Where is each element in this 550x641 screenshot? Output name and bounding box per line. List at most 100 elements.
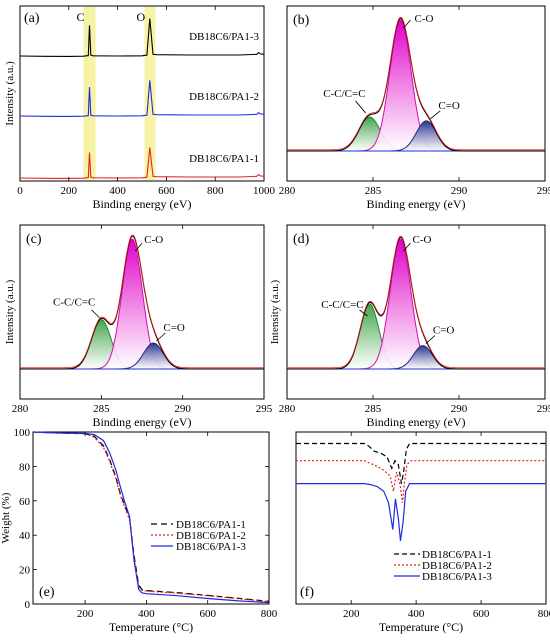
x-tick-label: 400 xyxy=(109,185,126,197)
series-line xyxy=(19,18,265,57)
y-tick-label: 80 xyxy=(19,461,31,473)
x-tick-label: 600 xyxy=(199,608,216,620)
legend-label: DB18C6/PA1-1 xyxy=(422,549,492,561)
panel-b-frame xyxy=(286,5,546,182)
y-axis-label: Intensity (a.u.) xyxy=(4,279,16,344)
leader-line xyxy=(355,100,366,114)
x-tick-label: 1000 xyxy=(253,185,276,197)
series-line xyxy=(19,147,265,179)
panel-label: (d) xyxy=(293,232,310,247)
panel-d: C-C/C=C C-O C=O (d) 280 285 290 295 Binding ener… xyxy=(269,224,550,429)
panel-e: 0 20 40 60 80 100 DB18C6/PA1-1DB18C6/PA1-2DB18… xyxy=(0,427,278,634)
peak-label: C=O xyxy=(438,100,460,112)
legend-label: DB18C6/PA1-2 xyxy=(176,530,246,542)
panel-label: (a) xyxy=(24,11,40,26)
peak-label: C-C/C=C xyxy=(321,299,363,311)
y-axis-label: Intensity (a.u.) xyxy=(269,279,281,344)
series-line xyxy=(32,431,270,602)
peak-label: C-C/C=C xyxy=(53,297,95,309)
y-tick-label: 60 xyxy=(19,496,31,508)
x-tick-label: 200 xyxy=(77,608,94,620)
x-tick-label: 600 xyxy=(158,185,175,197)
x-axis-label: Binding energy (eV) xyxy=(366,415,465,429)
series-label: DB18C6/PA1-2 xyxy=(189,91,259,103)
x-tick-label: 0 xyxy=(17,185,23,197)
panel-f-frame xyxy=(295,431,547,605)
raw-data-line xyxy=(287,235,545,369)
panel-label: (b) xyxy=(293,13,310,28)
y-tick-label: 20 xyxy=(19,565,31,577)
peak-label: C=O xyxy=(163,322,185,334)
panel-label: (c) xyxy=(26,232,42,247)
legend-label: DB18C6/PA1-3 xyxy=(422,571,492,583)
peak-fill xyxy=(287,345,545,369)
leader-line xyxy=(403,242,411,252)
x-tick-label: 295 xyxy=(537,185,550,197)
x-axis-label: Binding energy (eV) xyxy=(366,197,465,211)
y-axis-label: Weight (%) xyxy=(0,492,12,543)
x-axis-label: Temperature (°C) xyxy=(379,620,463,634)
leader-line xyxy=(403,19,411,29)
peak-annotation: O xyxy=(136,10,145,24)
x-tick-label: 290 xyxy=(451,185,468,197)
y-axis-label: Intensity (a.u.) xyxy=(4,61,16,126)
series-line xyxy=(32,431,270,603)
series-line xyxy=(19,80,265,117)
series-line xyxy=(32,431,270,604)
peak-label: C-O xyxy=(413,234,432,246)
leader-line xyxy=(91,309,100,318)
x-axis-label: Binding energy (eV) xyxy=(92,415,191,429)
x-tick-label: 295 xyxy=(537,403,550,415)
series-line xyxy=(296,442,546,484)
peak-fill xyxy=(20,239,264,369)
leader-line xyxy=(359,309,368,317)
x-tick-label: 280 xyxy=(279,185,296,197)
leader-line xyxy=(134,242,143,252)
series-label: DB18C6/PA1-3 xyxy=(189,31,259,43)
x-tick-label: 400 xyxy=(138,608,155,620)
peak-label: C-O xyxy=(415,13,434,25)
x-axis-label: Temperature (°C) xyxy=(109,620,193,634)
leader-line xyxy=(425,335,436,344)
panel-a: DB18C6/PA1-3 DB18C6/PA1-2 DB18C6/PA1-1 C O (a… xyxy=(4,5,276,211)
panel-label: (e) xyxy=(39,585,55,600)
raw-data-line xyxy=(287,16,545,151)
peak-fill xyxy=(287,20,545,151)
leader-line xyxy=(430,110,441,120)
peak-label: C-O xyxy=(144,234,163,246)
x-tick-label: 600 xyxy=(473,608,490,620)
raw-data-line xyxy=(20,234,264,369)
leader-line xyxy=(156,332,166,342)
series-label: DB18C6/PA1-1 xyxy=(189,153,259,165)
legend-label: DB18C6/PA1-2 xyxy=(422,560,492,572)
x-tick-label: 200 xyxy=(61,185,78,197)
panel-c-frame xyxy=(19,224,265,400)
x-tick-label: 290 xyxy=(451,403,468,415)
panel-c: C-C/C=C C-O C=O (c) 280 285 290 295 Binding ener… xyxy=(4,224,273,429)
x-tick-label: 800 xyxy=(261,608,278,620)
x-tick-label: 280 xyxy=(279,403,296,415)
series-line xyxy=(296,460,546,503)
x-tick-label: 200 xyxy=(343,608,360,620)
peak-label: C=O xyxy=(433,325,455,337)
panel-e-frame xyxy=(32,431,270,605)
highlight-band xyxy=(144,7,156,180)
x-tick-label: 295 xyxy=(256,403,273,415)
peak-fill xyxy=(287,239,545,369)
legend-label: DB18C6/PA1-3 xyxy=(176,541,246,553)
x-tick-label: 280 xyxy=(12,403,29,415)
x-tick-label: 285 xyxy=(365,403,382,415)
panel-d-frame xyxy=(286,224,546,400)
x-tick-label: 800 xyxy=(207,185,224,197)
panel-label: (f) xyxy=(300,585,314,600)
peak-fill xyxy=(287,120,545,151)
y-tick-label: 0 xyxy=(25,599,31,611)
y-tick-label: 40 xyxy=(19,530,31,542)
x-tick-label: 290 xyxy=(174,403,191,415)
x-tick-label: 285 xyxy=(365,185,382,197)
panel-b: C-C/C=C C-O C=O (b) 280 285 290 295 Binding ener… xyxy=(279,5,550,211)
x-axis-label: Binding energy (eV) xyxy=(92,197,191,211)
series-line xyxy=(296,483,546,541)
